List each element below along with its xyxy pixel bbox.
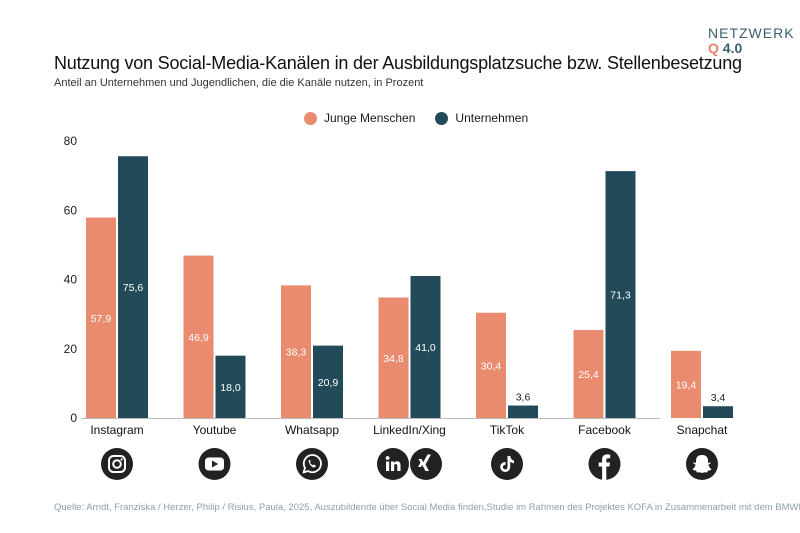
snapchat-icon — [686, 448, 718, 480]
x-category-label: Instagram — [90, 423, 143, 437]
x-category-label: TikTok — [490, 423, 525, 437]
xing-left — [418, 459, 424, 467]
x-category-label: LinkedIn/Xing — [373, 423, 446, 437]
data-label: 75,6 — [123, 282, 144, 294]
bar-young — [671, 350, 701, 418]
logo-text-bottom: Q 4.0 — [708, 41, 788, 55]
data-label: 57,9 — [91, 313, 112, 325]
chart-title: Nutzung von Social-Media-Kanälen in der … — [54, 53, 742, 73]
y-tick-label: 80 — [64, 134, 78, 148]
netzwerk-q40-logo: NETZWERK Q 4.0 — [708, 25, 795, 58]
chart-legend: Junge Menschen Unternehmen — [304, 111, 548, 125]
youtube-play — [212, 460, 219, 468]
bar-companies — [410, 276, 441, 418]
y-tick-label: 40 — [64, 273, 78, 287]
data-label: 20,9 — [318, 377, 339, 389]
tiktok-note — [500, 456, 514, 472]
legend-swatch-young — [304, 111, 317, 125]
y-tick-label: 60 — [64, 203, 78, 217]
data-label: 30,4 — [481, 360, 502, 372]
bar-young — [281, 285, 311, 418]
linkedin-icon — [377, 448, 409, 480]
legend-label-companies: Unternehmen — [455, 111, 529, 125]
linkedin-i-dot — [385, 456, 390, 460]
legend-item-young: Junge Menschen — [304, 111, 415, 125]
legend-item-companies: Unternehmen — [435, 111, 528, 125]
icon-bg — [410, 448, 442, 480]
bar-companies — [508, 405, 538, 418]
source-note: Quelle: Arndt, Franziska / Herzer, Phili… — [54, 502, 800, 513]
y-tick-label: 20 — [64, 342, 78, 356]
instagram-lens — [112, 459, 122, 469]
data-label: 41,0 — [415, 342, 436, 354]
instagram-frame — [108, 455, 126, 473]
youtube-icon — [198, 448, 231, 480]
bar-young — [378, 297, 409, 418]
whatsapp-phone — [308, 459, 316, 468]
data-label: 3,4 — [711, 392, 726, 404]
logo-version: 4.0 — [722, 40, 743, 56]
data-label: 18,0 — [220, 382, 241, 394]
legend-swatch-companies — [435, 111, 449, 125]
data-label: 46,9 — [188, 332, 209, 344]
tiktok-icon — [491, 448, 523, 480]
instagram-dot — [120, 458, 123, 461]
bar-young — [573, 330, 604, 418]
linkedin-n — [391, 461, 401, 471]
x-category-label: Youtube — [193, 423, 237, 437]
bar-companies — [118, 156, 148, 419]
x-category-label: Snapchat — [677, 423, 728, 437]
logo-q: Q — [708, 40, 719, 56]
data-label: 34,8 — [383, 353, 404, 365]
x-category-label: Facebook — [578, 423, 632, 437]
instagram-icon — [101, 448, 133, 480]
xing-right — [422, 454, 431, 471]
xing-icon — [410, 448, 442, 480]
snapchat-ghost — [692, 455, 712, 473]
linkedin-i-stem — [386, 461, 390, 471]
y-tick-label: 0 — [70, 411, 77, 425]
bar-young — [476, 312, 506, 418]
chart-subtitle: Anteil an Unternehmen und Jugendlichen, … — [54, 77, 424, 89]
x-category-label: Whatsapp — [285, 423, 339, 437]
bar-companies — [703, 406, 733, 418]
logo-text-top: NETZWERK — [708, 25, 795, 41]
bar-companies — [605, 171, 636, 418]
facebook-icon — [588, 448, 621, 480]
icon-bg — [491, 448, 523, 480]
data-label: 71,3 — [610, 290, 631, 302]
data-label: 3,6 — [516, 392, 531, 404]
data-label: 25,4 — [578, 369, 599, 381]
bar-young — [183, 255, 214, 418]
facebook-f — [598, 454, 611, 480]
bar-young — [86, 217, 116, 418]
bar-companies — [313, 345, 343, 418]
data-label: 19,4 — [676, 379, 697, 391]
icon-bg — [296, 448, 328, 480]
whatsapp-bubble — [302, 454, 322, 474]
icon-bg — [101, 448, 133, 480]
data-label: 38,3 — [286, 347, 307, 359]
bar-companies — [215, 355, 246, 418]
legend-label-young: Junge Menschen — [324, 111, 416, 125]
whatsapp-icon — [296, 448, 328, 480]
